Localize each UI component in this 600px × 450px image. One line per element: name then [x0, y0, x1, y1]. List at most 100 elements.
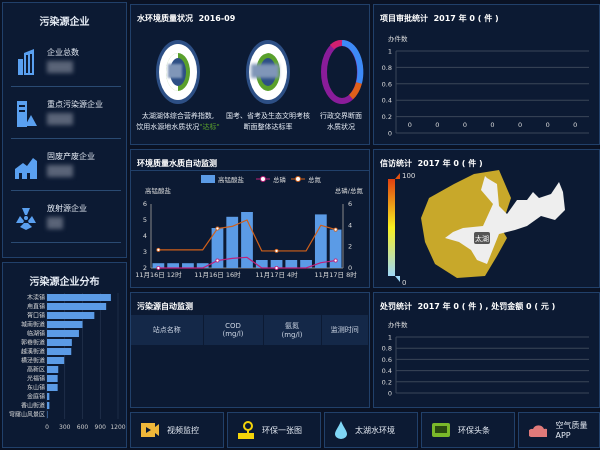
legend-marker: [295, 176, 301, 182]
value-blurred: [47, 165, 73, 177]
water-drop-icon: [335, 421, 347, 439]
bar: [226, 216, 239, 268]
bar: [47, 393, 50, 400]
y-tick-label: 0.4: [382, 97, 392, 105]
y-tick-right: 2: [348, 243, 352, 251]
stat-key-pollution[interactable]: 重点污染源企业: [11, 89, 121, 139]
gauge-taihu[interactable]: [153, 37, 203, 107]
bar: [47, 384, 58, 391]
project-summary: 2017 年 0 ( 件 ): [433, 14, 499, 23]
nav-air-quality-app[interactable]: 空气质量APP: [518, 412, 600, 448]
nav-taihu-water[interactable]: 太湖水环境: [324, 412, 418, 448]
data-label: 0: [463, 121, 467, 129]
bar: [47, 294, 111, 301]
x-tick-label: 900: [95, 424, 107, 431]
y-tick-left: 4: [143, 232, 147, 240]
stat-solid-waste[interactable]: 固废产废企业: [11, 141, 121, 191]
bar: [314, 214, 327, 268]
category-label: 木渎镇: [27, 294, 45, 302]
y-axis-label: 办件数: [388, 320, 408, 329]
legend-gradient-bar: [388, 179, 395, 276]
x-tick-label: 11月17日 4时: [255, 270, 298, 279]
col-cod: COD (mg/l): [203, 315, 264, 345]
point: [156, 266, 161, 271]
monitor-panel: 环境质量水质自动监测 高锰酸盐 总磷 总氮 高锰酸盐 总磷/总氮 2 3 4 5 6 0 2 4 6 11月…: [130, 149, 370, 288]
map-pin-icon: [238, 421, 254, 439]
legend-max: 100: [402, 172, 415, 180]
x-tick-label: 600: [77, 424, 89, 431]
petition-summary: 2017 年 0 ( 件 ): [417, 159, 483, 168]
distribution-title: 污染源企业分布: [29, 277, 100, 288]
legend-marker: [260, 176, 266, 182]
stat-radiation[interactable]: 放射源企业: [11, 193, 121, 243]
gauge-boundary-donut[interactable]: [319, 37, 365, 107]
col-station: 站点名称: [131, 315, 204, 345]
y-axis-label: 办件数: [388, 34, 408, 43]
y-tick-left: 2: [143, 264, 147, 272]
y-axis-left-label: 高锰酸盐: [145, 186, 172, 195]
bar: [270, 260, 283, 268]
x-tick-label: 1200: [110, 424, 125, 431]
point: [215, 226, 220, 231]
pollution-monitor-panel: 污染源自动监测 站点名称 COD (mg/l) 氨氮 (mg/l) 监测时间: [130, 292, 370, 408]
point: [215, 258, 220, 263]
bar: [47, 411, 48, 418]
bar: [241, 212, 253, 268]
x-tick-label: 11月17日 8时: [314, 270, 357, 279]
cloud-icon: [529, 425, 548, 437]
y-axis-right-label: 总磷/总氮: [335, 186, 364, 195]
bar: [47, 312, 95, 319]
bar: [47, 339, 72, 346]
nav-env-headlines[interactable]: 环保头条: [421, 412, 515, 448]
y-tick-label: 0.8: [382, 345, 392, 353]
category-label: 高新区: [27, 366, 45, 374]
data-label: 0: [490, 121, 494, 129]
water-quality-date: 2016-09: [198, 14, 236, 23]
category-label: 甪直镇: [27, 303, 45, 311]
category-label: 临湖镇: [27, 330, 45, 338]
nav-video-monitor[interactable]: 视频监控: [130, 412, 224, 448]
stat-total-enterprises[interactable]: 企业总数: [11, 37, 121, 87]
legend-min: 0: [402, 279, 406, 287]
project-title: 项目审批统计: [380, 14, 428, 23]
point: [333, 258, 338, 263]
point: [156, 247, 161, 252]
bar: [300, 260, 312, 268]
category-label: 郭巷街道: [21, 339, 45, 347]
video-icon: [141, 423, 159, 437]
category-label: 香山街道: [21, 402, 45, 410]
category-label: 金庭镇: [27, 393, 45, 401]
bar: [285, 260, 298, 268]
value-blurred: [47, 113, 73, 125]
bar: [211, 228, 224, 268]
data-label: 0: [518, 121, 522, 129]
x-tick-label: 11月16日 16时: [194, 270, 241, 279]
y-tick-label: 1: [388, 48, 392, 56]
y-tick-left: 3: [143, 248, 147, 256]
value-blurred: [47, 61, 73, 73]
category-label: 光福镇: [27, 375, 45, 383]
warning-building-icon: [17, 101, 37, 127]
pollution-table: 站点名称 COD (mg/l) 氨氮 (mg/l) 监测时间: [131, 315, 369, 345]
col-ammonia: 氨氮 (mg/l): [263, 315, 322, 345]
series-line: [158, 256, 336, 269]
point: [333, 227, 338, 232]
penalty-summary: 2017 年 0 ( 件 ) , 处罚金额 0 ( 元 ): [417, 302, 556, 311]
enterprise-panel: 污染源企业 企业总数 重点污染源企业 固废产废企业 放射源企业: [2, 2, 127, 258]
value-blurred: [47, 217, 63, 229]
data-label: 0: [573, 121, 577, 129]
category-label: 穹窿山风景区: [9, 411, 45, 419]
radiation-icon: [16, 208, 36, 230]
enterprise-title: 污染源企业: [39, 17, 90, 28]
bar: [47, 357, 65, 364]
petition-map[interactable]: 100 0 太湖: [374, 170, 599, 288]
gauge-assessment[interactable]: [243, 37, 293, 107]
category-label: 横泾街道: [21, 357, 45, 365]
category-label: 越溪街道: [21, 348, 45, 356]
data-label: 0: [546, 121, 550, 129]
nav-environment-map[interactable]: 环保一张图: [227, 412, 321, 448]
y-tick-right: 4: [348, 221, 352, 229]
monitor-title: 环境质量水质自动监测: [137, 159, 217, 168]
bar: [152, 263, 165, 268]
